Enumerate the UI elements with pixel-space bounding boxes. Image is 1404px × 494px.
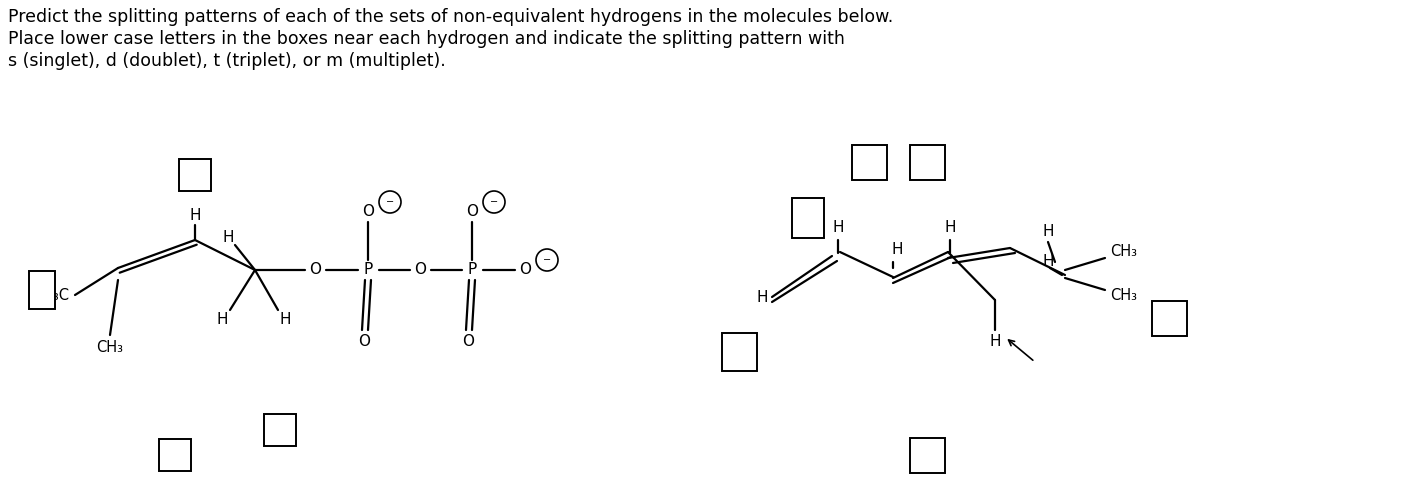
Bar: [29, 271, 55, 309]
Bar: [1153, 300, 1188, 335]
Text: −: −: [386, 197, 395, 207]
Text: H: H: [216, 313, 227, 328]
Bar: [852, 146, 887, 180]
Text: H: H: [222, 231, 233, 246]
Text: O: O: [519, 262, 531, 278]
Text: P: P: [468, 262, 476, 278]
Text: H: H: [190, 207, 201, 222]
Text: H: H: [757, 289, 768, 304]
Text: Predict the splitting patterns of each of the sets of non-equivalent hydrogens i: Predict the splitting patterns of each o…: [8, 8, 893, 26]
Text: O: O: [462, 334, 475, 349]
Text: O: O: [362, 205, 373, 219]
Text: s (singlet), d (doublet), t (triplet), or m (multiplet).: s (singlet), d (doublet), t (triplet), o…: [8, 52, 445, 70]
Text: O: O: [414, 262, 425, 278]
Bar: [264, 414, 296, 446]
Text: H: H: [1042, 224, 1054, 240]
Text: O: O: [309, 262, 322, 278]
Bar: [792, 198, 824, 238]
Text: H: H: [833, 220, 844, 236]
Bar: [911, 438, 945, 472]
Text: −: −: [543, 255, 550, 265]
Text: H: H: [1042, 254, 1054, 270]
Bar: [159, 439, 191, 471]
Text: Place lower case letters in the boxes near each hydrogen and indicate the splitt: Place lower case letters in the boxes ne…: [8, 30, 845, 48]
Text: H: H: [892, 243, 903, 257]
Bar: [178, 159, 211, 191]
Text: −: −: [490, 197, 498, 207]
Bar: [723, 333, 758, 371]
Text: CH₃: CH₃: [1111, 245, 1137, 259]
Text: H₃C: H₃C: [44, 288, 70, 302]
Text: H: H: [945, 220, 956, 236]
Text: H: H: [279, 313, 291, 328]
Bar: [911, 146, 945, 180]
Text: O: O: [358, 334, 371, 349]
Text: H: H: [990, 334, 1001, 349]
Text: P: P: [364, 262, 372, 278]
Text: CH₃: CH₃: [1111, 288, 1137, 302]
Text: CH₃: CH₃: [97, 340, 124, 356]
Text: O: O: [466, 205, 477, 219]
